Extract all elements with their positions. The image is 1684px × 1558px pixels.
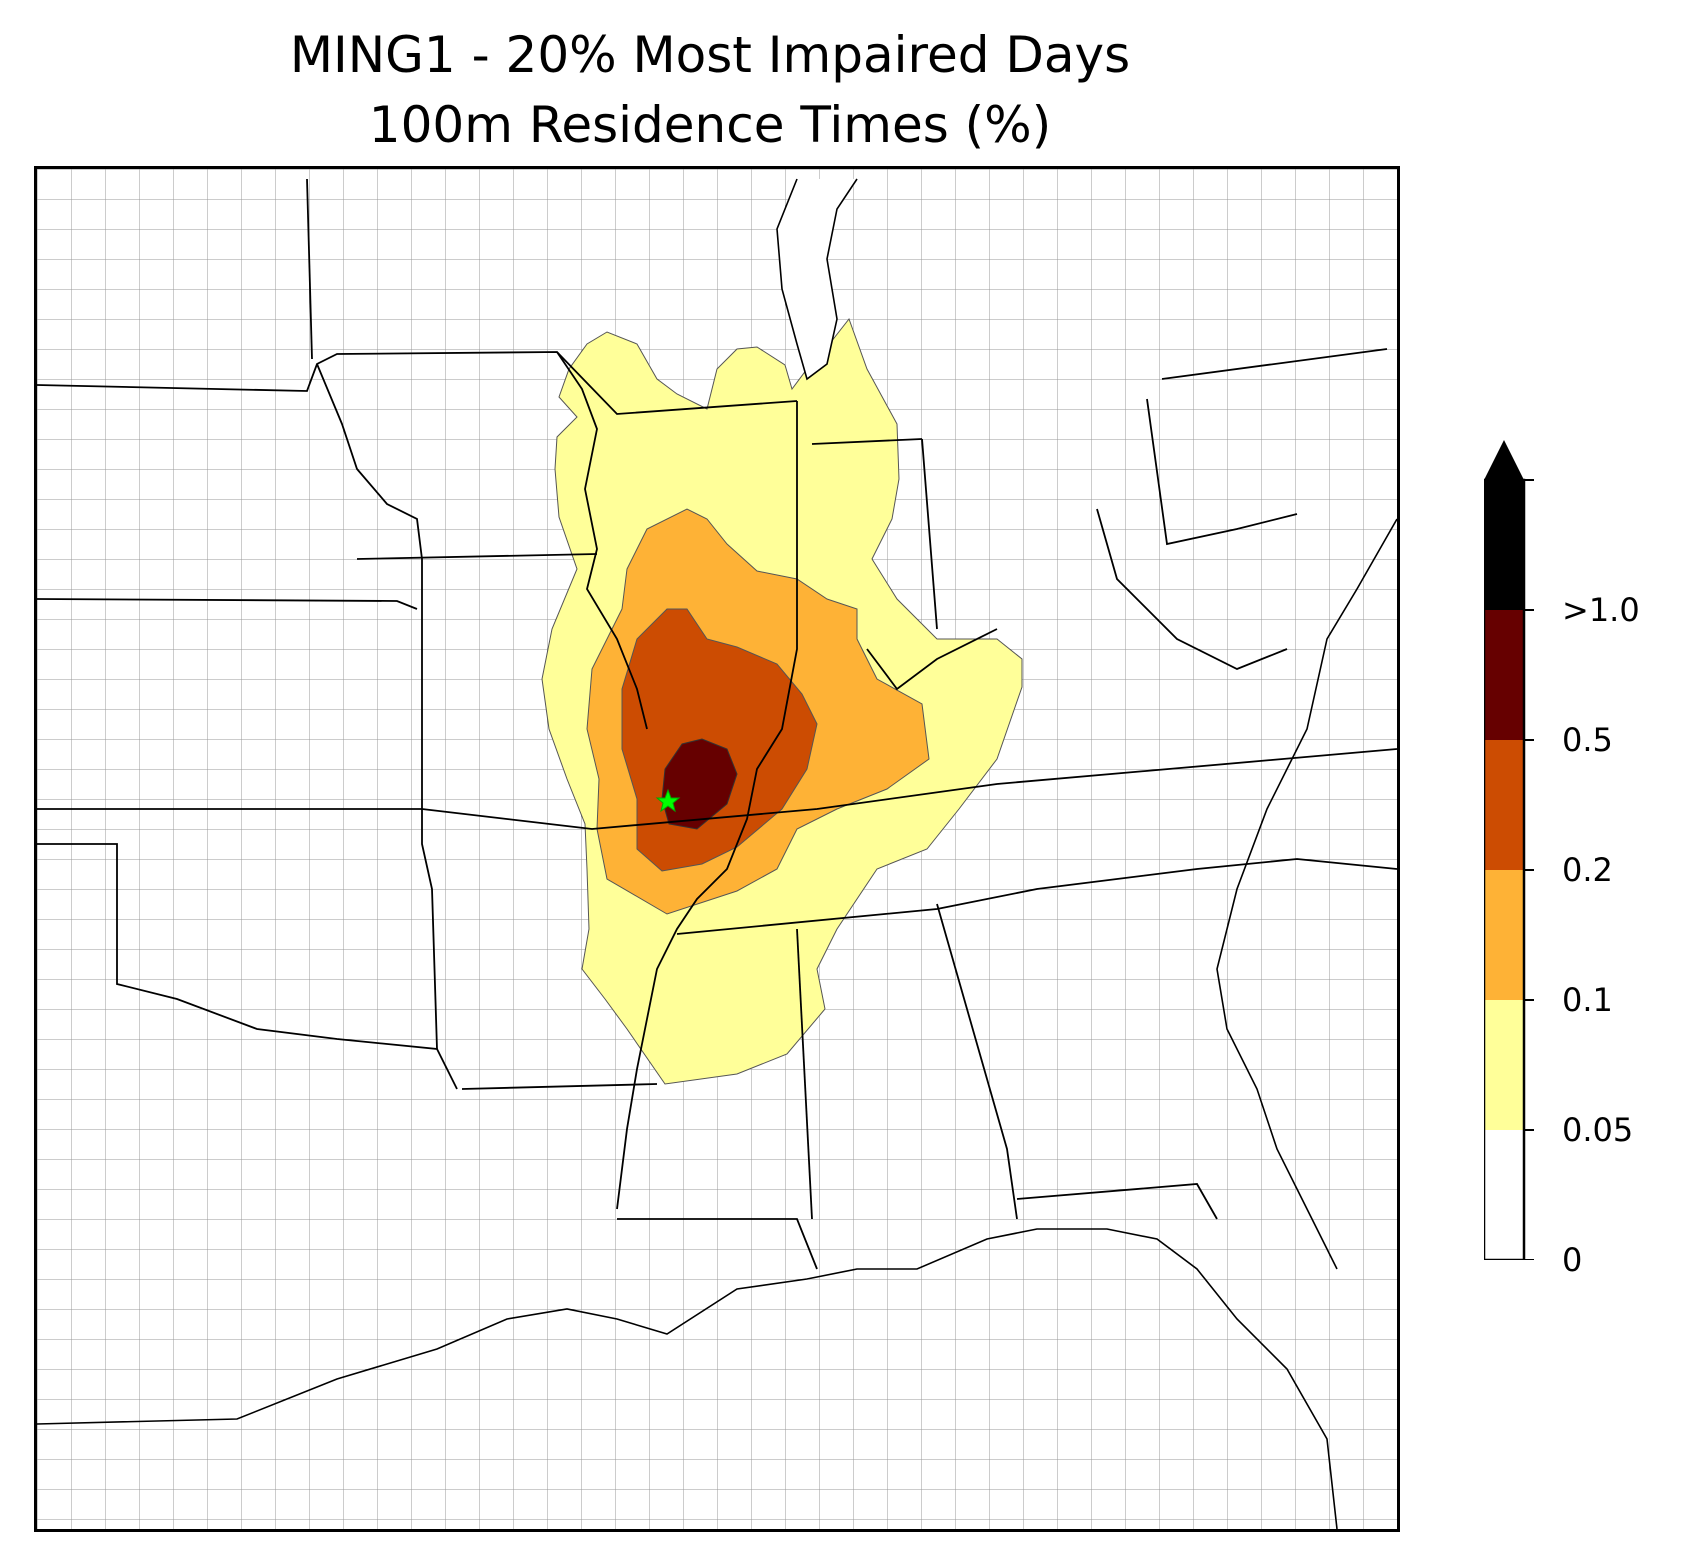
colorbar-bin: [1484, 480, 1524, 610]
map-canvas: [37, 169, 1397, 1529]
colorbar-tick-label: >1.0: [1562, 591, 1640, 629]
receptor-site-star: [655, 788, 681, 813]
map-subtitle: 100m Residence Times (%): [368, 96, 1052, 154]
colorbar-tick-label: 0.2: [1562, 851, 1613, 889]
colorbar-bin: [1484, 740, 1524, 870]
colorbar-tick-label: 0.5: [1562, 721, 1613, 759]
colorbar-extend-arrow: [1484, 440, 1524, 480]
colorbar-tick-label: 0.1: [1562, 981, 1613, 1019]
state-boundaries: [37, 178, 1397, 1270]
colorbar-bin: [1484, 1130, 1524, 1260]
contour-0.5-1.0: [661, 738, 738, 830]
colorbar-bin: [1484, 1000, 1524, 1130]
atlantic-coastline: [1216, 518, 1397, 1270]
gulf-coastline: [37, 1228, 1338, 1529]
map-panel: [34, 166, 1400, 1532]
lake-michigan: [776, 178, 858, 381]
map-title: MING1 - 20% Most Impaired Days: [289, 26, 1131, 84]
colorbar-bin: [1484, 610, 1524, 740]
colorbar-bin: [1484, 870, 1524, 1000]
colorbar-tick-label: 0.05: [1562, 1111, 1634, 1149]
colorbar: [1484, 440, 1534, 1260]
colorbar-tick-label: 0: [1562, 1241, 1583, 1279]
